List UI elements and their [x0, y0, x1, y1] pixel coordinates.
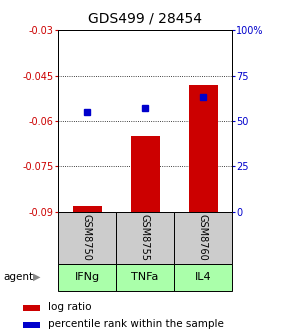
Text: IL4: IL4 [195, 272, 211, 282]
Text: IFNg: IFNg [75, 272, 99, 282]
Bar [72, 206, 102, 212]
Text: TNFa: TNFa [131, 272, 159, 282]
Bar [188, 85, 218, 212]
Bar [130, 136, 160, 212]
Bar [174, 212, 232, 264]
Bar [116, 212, 174, 264]
Text: GSM8760: GSM8760 [198, 214, 208, 261]
Bar [58, 264, 116, 291]
Text: log ratio: log ratio [48, 302, 92, 312]
Bar [116, 264, 174, 291]
Text: percentile rank within the sample: percentile rank within the sample [48, 319, 224, 329]
Text: agent: agent [3, 272, 33, 282]
Bar [23, 305, 40, 311]
Text: GSM8755: GSM8755 [140, 214, 150, 261]
Bar [58, 212, 116, 264]
Text: ▶: ▶ [33, 272, 41, 282]
Bar [174, 264, 232, 291]
Bar [23, 322, 40, 328]
Text: GDS499 / 28454: GDS499 / 28454 [88, 11, 202, 26]
Text: GSM8750: GSM8750 [82, 214, 92, 261]
